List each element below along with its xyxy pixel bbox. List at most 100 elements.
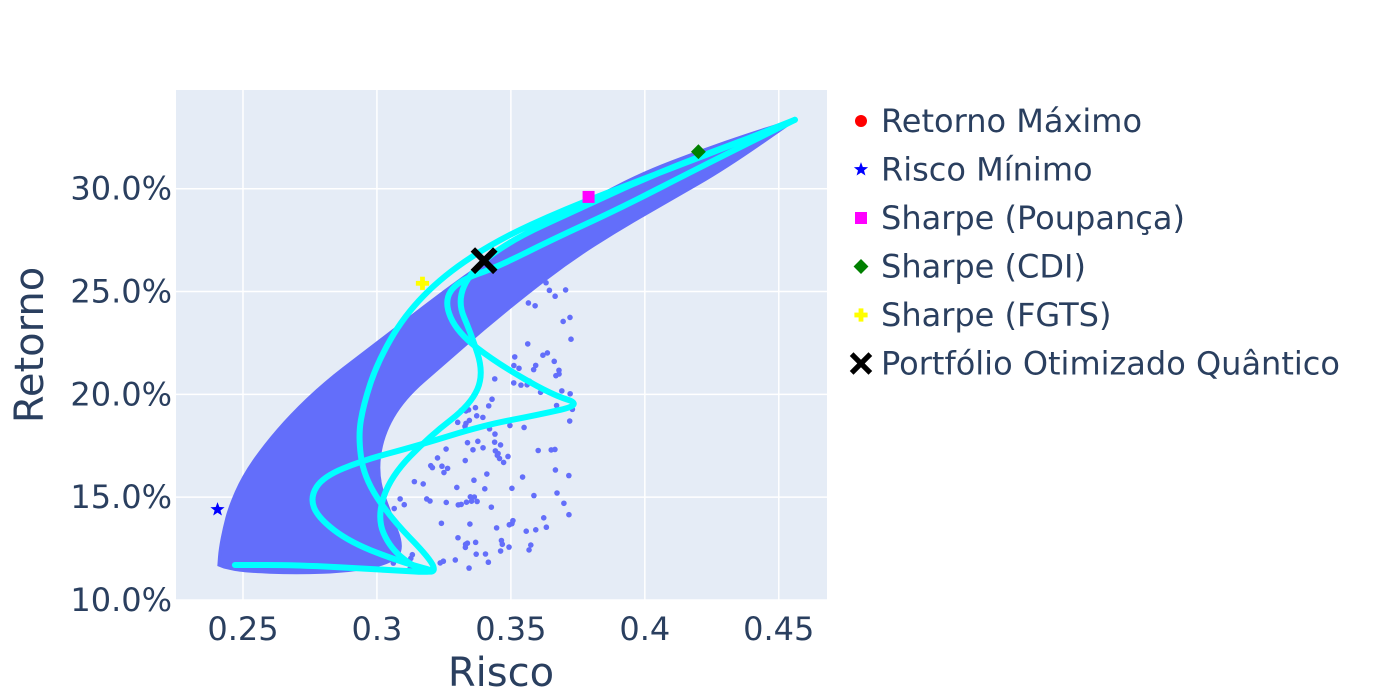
legend-symbol-cross	[854, 308, 868, 322]
portfolio-point	[434, 455, 441, 461]
y-tick-label: 20.0%	[70, 375, 172, 413]
portfolio-point	[397, 496, 403, 502]
portfolio-point	[535, 447, 541, 454]
portfolio-point	[474, 498, 480, 505]
legend-label: Retorno Máximo	[881, 102, 1142, 140]
portfolio-point	[464, 439, 471, 446]
portfolio-point	[552, 293, 558, 300]
portfolio-point	[510, 380, 517, 386]
portfolio-point	[420, 481, 427, 487]
x-tick-label: 0.4	[619, 610, 670, 648]
legend-symbol-square	[855, 212, 867, 224]
x-axis-title: Risco	[448, 650, 554, 696]
portfolio-point	[489, 396, 495, 403]
portfolio-point	[471, 477, 477, 484]
portfolio-point	[553, 372, 559, 379]
portfolio-point	[511, 362, 517, 369]
portfolio-point	[506, 544, 512, 550]
portfolio-point	[540, 514, 547, 521]
portfolio-point	[525, 300, 532, 306]
portfolio-point	[454, 484, 460, 491]
portfolio-point	[458, 501, 464, 508]
portfolio-point	[532, 302, 538, 309]
portfolio-point	[559, 388, 565, 394]
portfolio-point	[546, 287, 553, 294]
portfolio-point	[491, 439, 498, 445]
portfolio-point	[516, 365, 522, 372]
portfolio-point	[467, 493, 474, 500]
portfolio-point	[521, 424, 527, 431]
portfolio-point	[473, 413, 480, 419]
legend-label: Risco Mínimo	[881, 151, 1093, 189]
portfolio-point	[401, 501, 408, 508]
x-axis-ticks: 0.25 0.3 0.35 0.4 0.45	[207, 610, 814, 648]
portfolio-point	[390, 524, 397, 531]
portfolio-point	[463, 499, 470, 505]
portfolio-point	[480, 444, 486, 451]
portfolio-point	[543, 524, 550, 531]
portfolio-point	[505, 453, 511, 460]
portfolio-point	[568, 336, 574, 343]
legend-label: Sharpe (FGTS)	[881, 296, 1111, 334]
portfolio-point	[510, 517, 516, 524]
y-tick-label: 25.0%	[70, 273, 172, 311]
portfolio-point	[481, 486, 488, 492]
portfolio-point	[531, 492, 537, 499]
legend-symbol-diamond	[853, 259, 869, 274]
portfolio-point	[561, 500, 567, 507]
portfolio-point	[429, 464, 436, 471]
portfolio-point	[498, 537, 505, 544]
legend-label: Sharpe (CDI)	[881, 248, 1086, 286]
portfolio-point	[506, 521, 513, 528]
portfolio-point	[540, 352, 546, 358]
portfolio-point	[493, 525, 500, 531]
portfolio-point	[485, 559, 492, 566]
portfolio-point	[496, 455, 503, 462]
portfolio-point	[472, 539, 479, 546]
portfolio-point	[551, 358, 558, 365]
portfolio-point	[470, 446, 476, 453]
portfolio-point	[462, 457, 469, 464]
legend-label: Portfólio Otimizado Quântico	[881, 345, 1340, 383]
x-tick-label: 0.25	[207, 610, 278, 648]
portfolio-point	[452, 557, 459, 563]
portfolio-point	[562, 287, 569, 293]
y-tick-label: 15.0%	[70, 478, 172, 516]
portfolio-point	[532, 362, 539, 369]
portfolio-point	[523, 528, 530, 535]
portfolio-point	[526, 547, 532, 553]
portfolio-point	[556, 367, 562, 374]
portfolio-point	[467, 521, 473, 527]
legend: Retorno Máximo Risco Mínimo Sharpe (Poupan…	[849, 102, 1340, 383]
portfolio-point	[554, 490, 560, 496]
portfolio-point	[566, 472, 572, 479]
x-tick-label: 0.35	[475, 610, 546, 648]
portfolio-point	[443, 446, 449, 452]
portfolio-point	[482, 551, 489, 557]
marker-square	[582, 190, 595, 203]
portfolio-point	[567, 314, 573, 321]
y-tick-label: 10.0%	[70, 581, 172, 619]
portfolio-point	[391, 505, 398, 512]
portfolio-point	[423, 496, 430, 502]
legend-symbol-circle	[855, 115, 867, 127]
x-tick-label: 0.45	[743, 610, 814, 648]
portfolio-point	[497, 442, 504, 448]
portfolio-point	[488, 504, 495, 510]
portfolio-point	[519, 474, 526, 480]
portfolio-point	[566, 418, 573, 424]
portfolio-point	[530, 366, 537, 373]
portfolio-point	[532, 527, 539, 533]
y-tick-label: 30.0%	[70, 170, 172, 208]
portfolio-point	[444, 465, 451, 472]
portfolio-point	[497, 548, 504, 554]
y-axis-title: Retorno	[7, 267, 53, 423]
marker-cross	[415, 276, 430, 290]
portfolio-point	[552, 467, 559, 473]
legend-symbol-star	[853, 162, 869, 176]
portfolio-point	[441, 469, 447, 476]
marker-diamond	[690, 144, 706, 160]
portfolio-point	[475, 438, 481, 445]
portfolio-point	[468, 498, 475, 504]
